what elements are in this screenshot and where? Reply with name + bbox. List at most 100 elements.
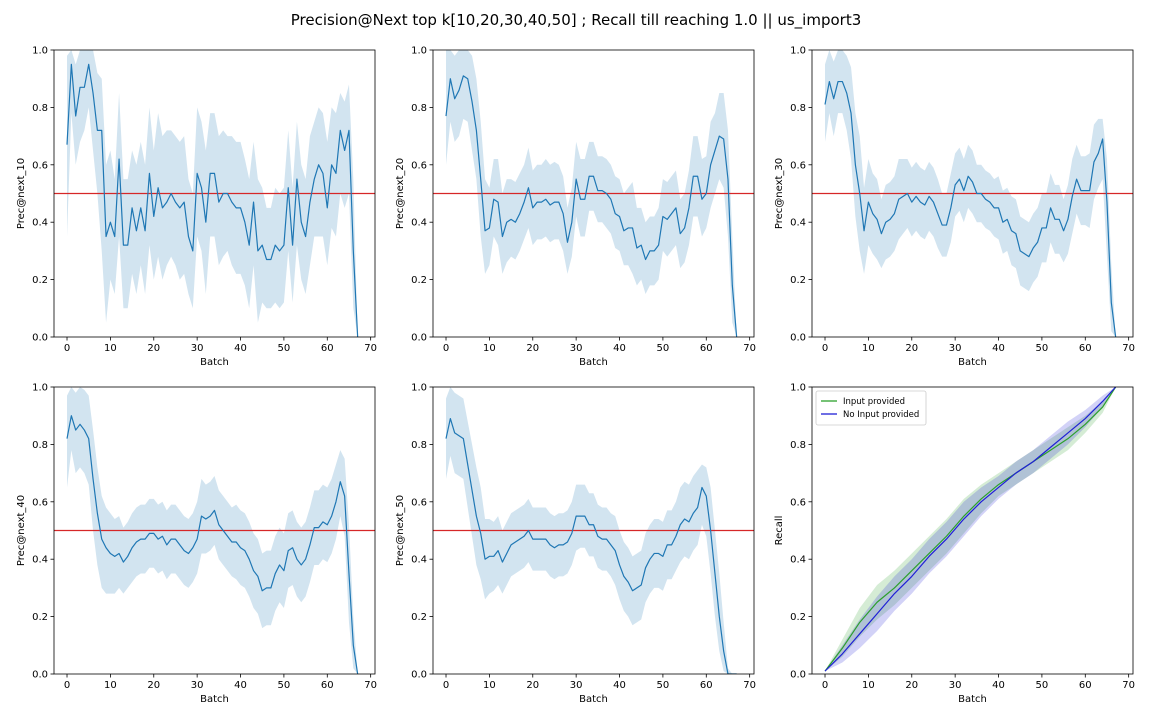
y-tick-label: 0.4 xyxy=(411,555,427,566)
y-tick-label: 0.8 xyxy=(790,440,806,451)
series-line xyxy=(824,387,1117,672)
y-axis-label: Prec@next_10 xyxy=(16,158,27,229)
x-tick-label: 70 xyxy=(1122,680,1135,691)
legend-box xyxy=(815,390,927,426)
x-tick-label: 50 xyxy=(1036,680,1049,691)
confidence-band xyxy=(825,387,1116,672)
y-tick-label: 0.2 xyxy=(32,275,48,286)
y-tick-label: 0.2 xyxy=(411,275,427,286)
x-tick-label: 50 xyxy=(1036,343,1049,354)
y-tick-label: 0.6 xyxy=(411,160,427,171)
x-axis-label: Batch xyxy=(200,357,229,368)
x-tick-label: 10 xyxy=(862,680,875,691)
axes-frame xyxy=(53,386,376,675)
x-tick-label: 70 xyxy=(743,680,756,691)
y-tick-label: 1.0 xyxy=(411,46,427,57)
x-axis-label: Batch xyxy=(958,694,987,705)
figure-title: Precision@Next top k[10,20,30,40,50] ; R… xyxy=(290,11,862,29)
plot-area xyxy=(812,50,1133,337)
plot-area xyxy=(433,387,754,674)
x-tick-label: 10 xyxy=(104,680,117,691)
x-tick-label: 50 xyxy=(657,680,670,691)
x-tick-label: 10 xyxy=(104,343,117,354)
x-tick-label: 70 xyxy=(1122,343,1135,354)
x-tick-label: 50 xyxy=(278,680,291,691)
x-tick-label: 40 xyxy=(613,680,626,691)
y-tick-label: 0.8 xyxy=(411,103,427,114)
x-tick-label: 70 xyxy=(364,680,377,691)
y-tick-label: 0.6 xyxy=(32,497,48,508)
confidence-band xyxy=(825,387,1116,672)
x-tick-label: 0 xyxy=(443,680,449,691)
y-tick-label: 1.0 xyxy=(790,46,806,57)
y-tick-label: 0.8 xyxy=(32,103,48,114)
x-tick-label: 60 xyxy=(700,680,713,691)
subplot-5: 0 10 20 30 40 50 60 70 0.0 0.2 0.4 0.6 0.8 1.0 Batch Pr… xyxy=(395,383,756,706)
x-tick-label: 70 xyxy=(364,343,377,354)
y-tick-label: 0.8 xyxy=(790,103,806,114)
x-tick-label: 30 xyxy=(570,680,583,691)
subplot-1: 0 10 20 30 40 50 60 70 0.0 0.2 0.4 0.6 0.8 1.0 Batch Pr… xyxy=(16,46,377,369)
x-tick-label: 40 xyxy=(992,680,1005,691)
x-tick-label: 30 xyxy=(949,343,962,354)
y-tick-label: 0.6 xyxy=(32,160,48,171)
y-tick-label: 0.4 xyxy=(32,218,48,229)
x-tick-label: 30 xyxy=(191,680,204,691)
x-axis-label: Batch xyxy=(958,357,987,368)
x-tick-label: 60 xyxy=(321,343,334,354)
x-tick-label: 50 xyxy=(278,343,291,354)
x-tick-label: 0 xyxy=(443,343,449,354)
plot-area xyxy=(824,387,1117,672)
axes-frame xyxy=(53,49,376,338)
x-tick-label: 20 xyxy=(147,343,160,354)
y-tick-label: 0.2 xyxy=(790,612,806,623)
x-tick-label: 60 xyxy=(1079,343,1092,354)
legend: Input provided No Input provided xyxy=(815,390,927,426)
series-line xyxy=(445,417,737,674)
y-tick-label: 1.0 xyxy=(32,383,48,394)
subplot-4: 0 10 20 30 40 50 60 70 0.0 0.2 0.4 0.6 0.8 1.0 Batch Pr… xyxy=(16,383,377,706)
x-axis-label: Batch xyxy=(200,694,229,705)
y-tick-label: 0.0 xyxy=(790,670,806,681)
plot-area xyxy=(54,50,375,337)
x-tick-label: 50 xyxy=(657,343,670,354)
y-tick-label: 0.4 xyxy=(790,555,806,566)
y-tick-label: 0.2 xyxy=(411,612,427,623)
x-axis-label: Batch xyxy=(579,357,608,368)
series-line xyxy=(66,415,359,674)
subplot-2: 0 10 20 30 40 50 60 70 0.0 0.2 0.4 0.6 0.8 1.0 Batch Pr… xyxy=(395,46,756,369)
x-tick-label: 10 xyxy=(862,343,875,354)
y-axis-label: Prec@next_50 xyxy=(395,495,406,566)
x-tick-label: 0 xyxy=(822,680,828,691)
y-tick-label: 0.6 xyxy=(411,497,427,508)
x-tick-label: 0 xyxy=(822,343,828,354)
x-tick-label: 40 xyxy=(234,680,247,691)
plot-area xyxy=(433,50,754,337)
y-tick-label: 0.4 xyxy=(411,218,427,229)
y-axis-label: Prec@next_20 xyxy=(395,158,406,229)
subplot-3: 0 10 20 30 40 50 60 70 0.0 0.2 0.4 0.6 0.8 1.0 Batch Pr… xyxy=(774,46,1135,369)
series-line xyxy=(66,63,359,337)
series-line xyxy=(824,80,1117,337)
y-tick-label: 1.0 xyxy=(790,383,806,394)
x-tick-label: 40 xyxy=(234,343,247,354)
y-tick-label: 0.0 xyxy=(411,333,427,344)
x-tick-label: 30 xyxy=(570,343,583,354)
legend-label: Input provided xyxy=(843,397,905,407)
x-tick-label: 20 xyxy=(147,680,160,691)
x-tick-label: 10 xyxy=(483,680,496,691)
x-tick-label: 20 xyxy=(526,680,539,691)
y-tick-label: 0.4 xyxy=(32,555,48,566)
y-axis-label: Recall xyxy=(774,516,785,546)
y-tick-label: 1.0 xyxy=(32,46,48,57)
x-tick-label: 0 xyxy=(64,343,70,354)
legend-label: No Input provided xyxy=(843,410,919,420)
y-tick-label: 0.0 xyxy=(32,670,48,681)
axes-frame xyxy=(811,49,1134,338)
x-tick-label: 30 xyxy=(949,680,962,691)
x-tick-label: 40 xyxy=(613,343,626,354)
x-tick-label: 70 xyxy=(743,343,756,354)
y-tick-label: 0.4 xyxy=(790,218,806,229)
y-tick-label: 0.8 xyxy=(32,440,48,451)
